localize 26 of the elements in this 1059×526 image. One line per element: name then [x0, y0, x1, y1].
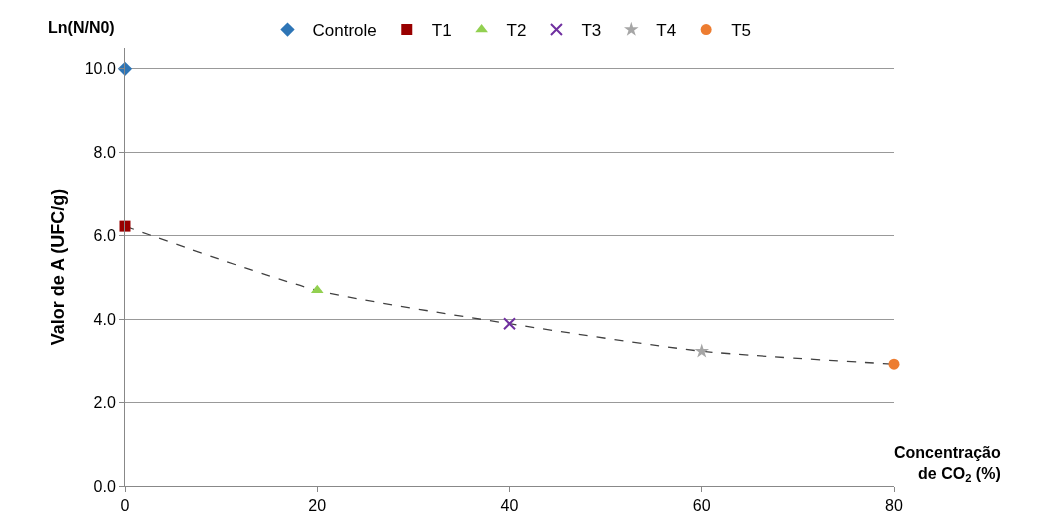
y-tick-label: 4.0 [93, 310, 116, 328]
point [310, 284, 324, 294]
y-tick-label: 6.0 [93, 227, 116, 245]
y-axis-title: Valor de A (UFC/g) [47, 188, 68, 346]
legend-label: T3 [581, 21, 602, 41]
y-tick-label: 10.0 [84, 60, 116, 78]
x-tick-label: 40 [500, 497, 519, 515]
y-tick-label: 0.0 [93, 477, 116, 495]
point [117, 61, 133, 77]
point [694, 343, 710, 358]
y-tick-label: 2.0 [93, 394, 116, 412]
y-tick-label: 8.0 [93, 143, 116, 161]
legend-label: Controle [312, 21, 377, 41]
legend-label: T4 [656, 21, 677, 41]
text: Ln(N/N0) [48, 19, 115, 36]
point [119, 220, 131, 232]
legend-label: T2 [506, 21, 527, 41]
legend-label: T5 [731, 21, 751, 41]
x-tick-label: 80 [885, 497, 903, 515]
x-tick-label: 20 [308, 497, 327, 515]
legend-label: T1 [431, 21, 452, 41]
point [503, 317, 516, 331]
x-axis-title: Concentração de CO$_{2}$ (%) [894, 444, 1001, 485]
point [888, 358, 900, 370]
x-tick-label: 0 [120, 497, 130, 515]
x-tick-label: 60 [692, 497, 711, 515]
